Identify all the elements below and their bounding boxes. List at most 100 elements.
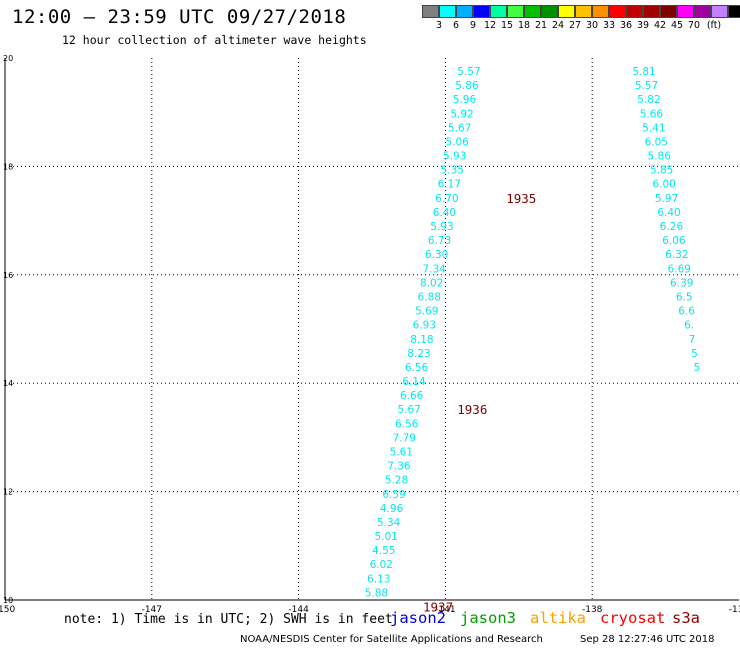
color-scale-label: 24 <box>551 20 565 31</box>
color-scale-swatch <box>456 5 473 18</box>
color-scale-unit: (ft) <box>706 20 722 31</box>
wave-height-value: 6.5 <box>676 291 693 303</box>
wave-height-value: 7.79 <box>393 432 416 444</box>
wave-height-value: 6.93 <box>413 320 436 332</box>
wave-height-value: 6.17 <box>438 179 461 191</box>
color-scale-label: 70 <box>687 20 701 31</box>
wave-height-value: 5.69 <box>415 306 438 318</box>
y-tick-label: 10 <box>3 596 13 605</box>
color-scale-swatch <box>490 5 507 18</box>
wave-height-value: 5.28 <box>385 475 408 487</box>
wave-height-value: 5.67 <box>397 404 420 416</box>
wave-height-value: 5.92 <box>450 108 473 120</box>
color-scale-label: 6 <box>452 20 460 31</box>
color-scale-swatch <box>609 5 626 18</box>
pass-time-label: 1936 <box>457 402 487 417</box>
satellite-name-altika: altika <box>530 609 586 627</box>
wave-height-value: 7 <box>689 334 696 346</box>
color-scale-label: 12 <box>483 20 497 31</box>
wave-height-value: 6.13 <box>367 573 390 585</box>
color-scale-label: 18 <box>517 20 531 31</box>
wave-height-value: 5.35 <box>441 165 464 177</box>
wave-height-value: 6.40 <box>657 207 680 219</box>
wave-height-value: 6.66 <box>400 390 424 402</box>
y-tick-label: 20 <box>3 54 13 63</box>
wave-height-value: 5.93 <box>430 221 453 233</box>
color-scale-label: 15 <box>500 20 514 31</box>
x-tick-label: -135 <box>729 605 740 615</box>
satellite-name-s3a: s3a <box>672 609 700 627</box>
color-scale-swatch <box>422 5 439 18</box>
wave-height-value: 5.86 <box>648 151 672 163</box>
wave-height-value: 5.34 <box>377 517 401 529</box>
color-scale-swatch <box>558 5 575 18</box>
color-scale-swatch <box>524 5 541 18</box>
wave-height-value: 6.30 <box>425 249 448 261</box>
wave-height-value: 5.57 <box>457 66 480 78</box>
color-scale-label: 21 <box>534 20 548 31</box>
color-scale-label: 3 <box>435 20 443 31</box>
color-scale-label: 33 <box>602 20 616 31</box>
color-scale-label: 39 <box>636 20 650 31</box>
wave-height-value: 7.36 <box>387 461 411 473</box>
wave-height-value: 6.70 <box>435 193 458 205</box>
color-scale-label: 30 <box>585 20 599 31</box>
x-tick-label: -141 <box>435 605 455 615</box>
x-tick-label: -144 <box>288 605 309 615</box>
wave-height-value: 6. <box>684 320 694 332</box>
footer-note: note: 1) Time is in UTC; 2) SWH is in fe… <box>64 612 393 627</box>
wave-height-value: 6.73 <box>428 235 451 247</box>
x-tick-label: -150 <box>0 605 15 615</box>
wave-height-value: 5.01 <box>374 531 397 543</box>
color-scale-swatch <box>643 5 660 18</box>
generated-timestamp: Sep 28 12:27:46 UTC 2018 <box>580 634 715 645</box>
color-scale-swatch <box>541 5 558 18</box>
color-scale-swatch <box>711 5 728 18</box>
color-scale-swatch <box>575 5 592 18</box>
wave-height-value: 4.55 <box>372 545 395 557</box>
color-scale-label: 42 <box>653 20 667 31</box>
page-title: 12:00 – 23:59 UTC 09/27/2018 <box>12 6 347 28</box>
wave-height-value: 7.34 <box>422 263 446 275</box>
wave-height-value: 4.96 <box>380 503 404 515</box>
wave-height-value: 5.97 <box>655 193 678 205</box>
y-tick-label: 14 <box>3 379 13 388</box>
wave-height-value: 5.61 <box>390 446 413 458</box>
wave-height-value: 6.05 <box>645 136 668 148</box>
wave-height-value: 5.82 <box>637 94 660 106</box>
color-scale-label: 27 <box>568 20 582 31</box>
color-scale-swatch <box>592 5 609 18</box>
wave-height-value: 6.26 <box>660 221 684 233</box>
color-scale-swatch <box>626 5 643 18</box>
wave-height-value: 5.57 <box>635 80 658 92</box>
color-scale-label: 36 <box>619 20 633 31</box>
wave-height-value: 8.23 <box>407 348 430 360</box>
wave-height-value: 5.67 <box>448 122 471 134</box>
page-subtitle: 12 hour collection of altimeter wave hei… <box>62 33 367 47</box>
wave-height-value: 6.69 <box>668 263 691 275</box>
wave-height-value: 5.96 <box>453 94 477 106</box>
wave-height-value: 5 <box>691 348 698 360</box>
wave-height-value: 6.14 <box>402 376 426 388</box>
wave-height-value: 6.02 <box>370 559 393 571</box>
wave-height-value: 5.85 <box>650 165 673 177</box>
wave-height-value: 8.18 <box>410 334 433 346</box>
wave-height-value: 6.00 <box>652 179 675 191</box>
pass-time-label: 1935 <box>506 191 536 206</box>
wave-height-value: 5.06 <box>445 136 469 148</box>
wave-height-value: 5.93 <box>443 151 466 163</box>
credit-line: NOAA/NESDIS Center for Satellite Applica… <box>240 634 543 645</box>
wave-height-value: 5.41 <box>642 122 665 134</box>
satellite-name-jason3: jason3 <box>460 609 516 627</box>
y-tick-label: 12 <box>3 488 13 497</box>
wave-height-value: 6.59 <box>382 489 405 501</box>
color-scale-swatch <box>439 5 456 18</box>
wave-height-value: 6.06 <box>662 235 686 247</box>
color-scale-swatch <box>507 5 524 18</box>
wave-height-value: 5.66 <box>640 108 664 120</box>
color-scale-swatch <box>660 5 677 18</box>
color-scale-swatch <box>677 5 694 18</box>
x-tick-label: -138 <box>582 605 603 615</box>
wave-height-value: 6.39 <box>670 277 693 289</box>
